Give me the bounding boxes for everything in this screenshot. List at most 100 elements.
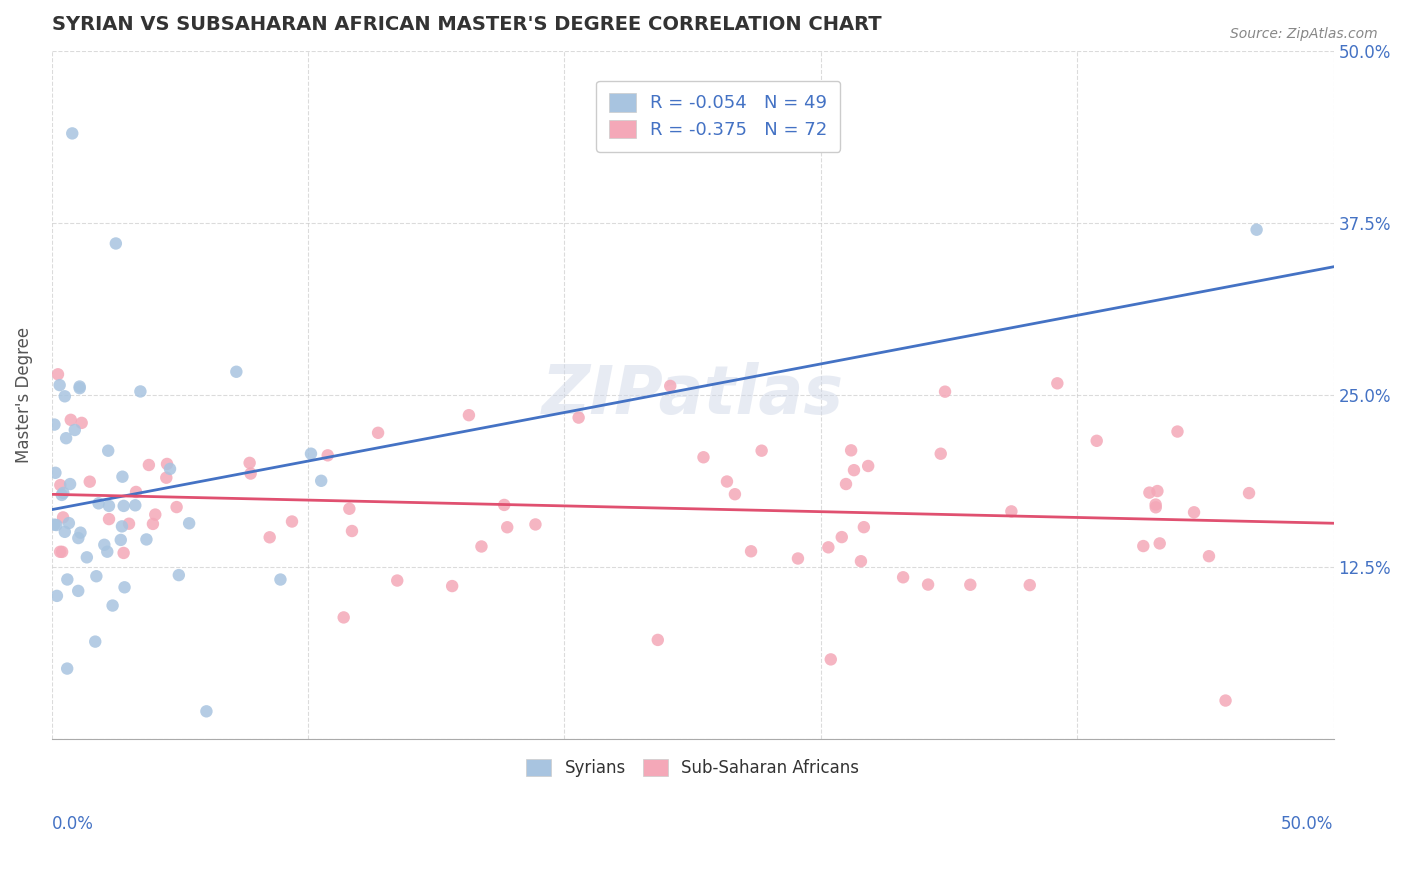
Point bbox=[1246, 223, 1268, 237]
Point bbox=[159, 462, 181, 476]
Point bbox=[125, 484, 148, 499]
Point bbox=[52, 510, 75, 524]
Point bbox=[239, 456, 262, 470]
Point bbox=[1215, 693, 1237, 707]
Point bbox=[167, 568, 190, 582]
Point bbox=[692, 450, 714, 465]
Point bbox=[1166, 425, 1188, 439]
Point bbox=[1046, 376, 1069, 391]
Point bbox=[299, 447, 322, 461]
Point bbox=[51, 488, 73, 502]
Point bbox=[934, 384, 956, 399]
Point bbox=[104, 236, 127, 251]
Point bbox=[959, 578, 981, 592]
Point bbox=[63, 423, 86, 437]
Point bbox=[225, 365, 247, 379]
Point bbox=[1085, 434, 1108, 448]
Point bbox=[309, 474, 332, 488]
Point bbox=[129, 384, 152, 399]
Point bbox=[111, 469, 134, 483]
Point bbox=[112, 499, 135, 513]
Y-axis label: Master's Degree: Master's Degree bbox=[15, 326, 32, 463]
Text: 50.0%: 50.0% bbox=[1281, 814, 1333, 832]
Point bbox=[44, 417, 66, 432]
Point bbox=[93, 538, 115, 552]
Point bbox=[97, 499, 120, 513]
Point bbox=[740, 544, 762, 558]
Point bbox=[69, 379, 91, 393]
Point bbox=[831, 530, 853, 544]
Point bbox=[817, 541, 839, 555]
Point bbox=[49, 478, 72, 492]
Point bbox=[56, 573, 79, 587]
Point bbox=[67, 583, 90, 598]
Point bbox=[114, 580, 136, 594]
Point bbox=[49, 545, 72, 559]
Point bbox=[84, 634, 107, 648]
Point bbox=[891, 570, 914, 584]
Point bbox=[1144, 498, 1167, 512]
Point bbox=[458, 408, 481, 422]
Point bbox=[195, 704, 218, 718]
Point bbox=[135, 533, 157, 547]
Point bbox=[52, 486, 75, 500]
Point bbox=[917, 577, 939, 591]
Point bbox=[1132, 539, 1154, 553]
Point bbox=[45, 518, 67, 533]
Point bbox=[112, 546, 135, 560]
Point bbox=[496, 520, 519, 534]
Point bbox=[48, 378, 70, 392]
Point bbox=[316, 448, 339, 462]
Point bbox=[69, 381, 91, 395]
Point bbox=[51, 545, 73, 559]
Point bbox=[494, 498, 516, 512]
Point bbox=[1144, 500, 1167, 515]
Point bbox=[44, 517, 66, 532]
Point bbox=[56, 662, 79, 676]
Text: 0.0%: 0.0% bbox=[52, 814, 94, 832]
Point bbox=[59, 477, 82, 491]
Point bbox=[1018, 578, 1040, 592]
Point bbox=[387, 574, 409, 588]
Point bbox=[1198, 549, 1220, 564]
Point bbox=[86, 569, 108, 583]
Point bbox=[124, 498, 146, 512]
Point bbox=[44, 466, 66, 480]
Point bbox=[46, 368, 69, 382]
Point bbox=[101, 599, 124, 613]
Point bbox=[340, 524, 363, 538]
Point bbox=[842, 463, 865, 477]
Point bbox=[59, 413, 82, 427]
Point bbox=[156, 457, 179, 471]
Point bbox=[67, 531, 90, 545]
Point bbox=[118, 516, 141, 531]
Point bbox=[835, 477, 858, 491]
Point bbox=[1182, 505, 1205, 519]
Point bbox=[820, 652, 842, 666]
Point bbox=[155, 471, 177, 485]
Text: Source: ZipAtlas.com: Source: ZipAtlas.com bbox=[1230, 27, 1378, 41]
Point bbox=[166, 500, 188, 514]
Point bbox=[142, 516, 165, 531]
Point bbox=[97, 443, 120, 458]
Point bbox=[659, 379, 682, 393]
Point bbox=[1139, 485, 1161, 500]
Point bbox=[53, 524, 76, 539]
Point bbox=[716, 475, 738, 489]
Point bbox=[856, 458, 879, 473]
Point bbox=[568, 410, 591, 425]
Point bbox=[724, 487, 747, 501]
Legend: Syrians, Sub-Saharan Africans: Syrians, Sub-Saharan Africans bbox=[517, 751, 868, 786]
Point bbox=[98, 512, 121, 526]
Point bbox=[143, 508, 166, 522]
Point bbox=[179, 516, 201, 531]
Point bbox=[332, 610, 354, 624]
Point bbox=[647, 632, 669, 647]
Point bbox=[524, 517, 547, 532]
Point bbox=[259, 530, 281, 544]
Point bbox=[470, 540, 492, 554]
Point bbox=[751, 443, 773, 458]
Point bbox=[269, 573, 291, 587]
Point bbox=[96, 544, 118, 558]
Point bbox=[58, 516, 80, 530]
